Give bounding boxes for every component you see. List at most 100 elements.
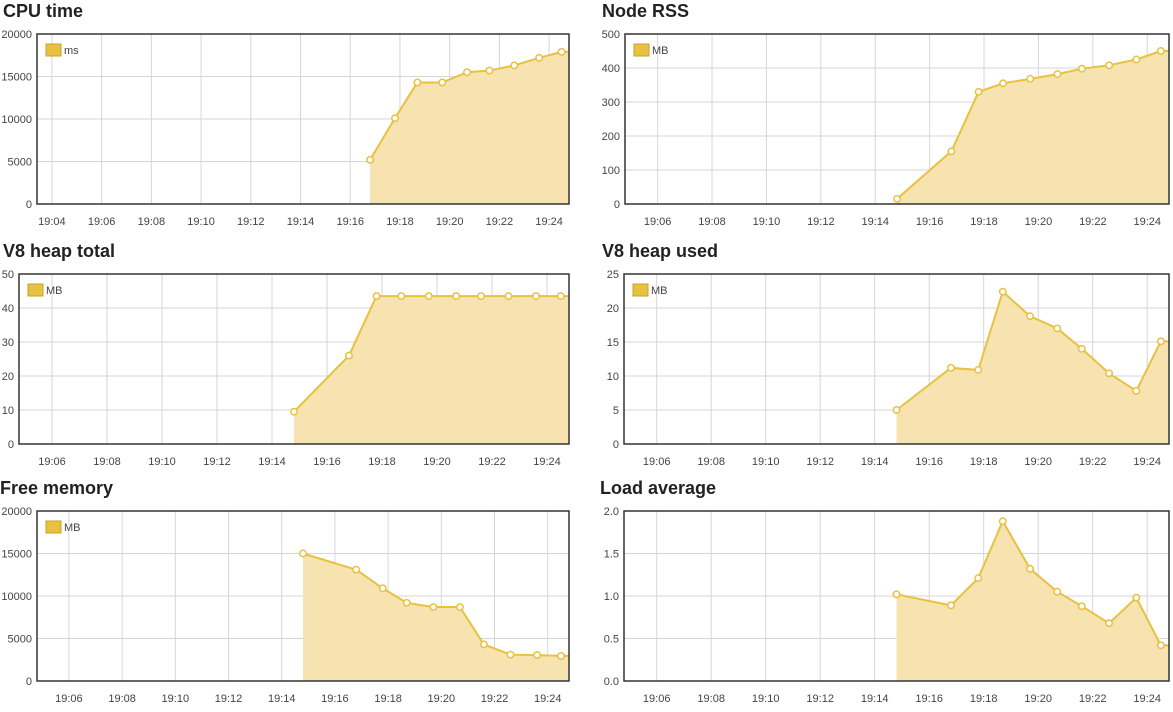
data-point (479, 640, 488, 649)
x-tick-label: 19:16 (336, 216, 364, 228)
plot-frame (623, 273, 1170, 445)
x-tick-label: 19:22 (478, 456, 506, 468)
legend-label: MB (46, 285, 63, 297)
y-tick-label: 2.0 (604, 506, 619, 518)
v8-heap-total-chart: 19:06 19:08 19:10 19:12 19:14 19:16 19:18 19:20… (2, 269, 570, 468)
load-average-panel: Load average 19:06 19:08 19:10 19:12 19:14 19… (600, 477, 1173, 712)
x-tick-label: 19:14 (258, 456, 286, 468)
x-tick-label: 19:16 (313, 456, 341, 468)
x-tick-label: 19:10 (752, 456, 780, 468)
y-tick-label: 10 (2, 405, 14, 417)
data-point (477, 292, 485, 301)
x-tick-label: 19:08 (108, 693, 136, 705)
data-point (1105, 61, 1114, 70)
x-tick-label: 19:16 (915, 693, 943, 705)
panel-title: Load average (600, 478, 717, 498)
y-tick-label: 20000 (1, 506, 32, 518)
y-tick-label: 1.5 (604, 549, 619, 561)
y-tick-label: 0.5 (604, 634, 619, 646)
y-tick-label: 5000 (8, 157, 32, 169)
legend-label: ms (64, 45, 79, 57)
data-point (372, 292, 381, 301)
x-tick-label: 19:06 (643, 456, 671, 468)
legend-swatch (632, 283, 649, 297)
data-point (535, 53, 544, 62)
x-tick-label: 19:12 (215, 693, 243, 705)
data-point (510, 61, 519, 70)
plot-frame (18, 273, 570, 445)
legend-swatch (27, 283, 44, 297)
data-point (1026, 312, 1034, 321)
y-tick-label: 1.0 (604, 591, 619, 603)
x-tick-label: 19:06 (88, 216, 116, 228)
data-point (532, 292, 540, 301)
data-point (974, 87, 983, 96)
x-tick-label: 19:22 (486, 216, 514, 228)
data-point (429, 603, 438, 612)
data-point (974, 574, 983, 583)
data-point (1105, 369, 1113, 378)
x-tick-label: 19:12 (237, 216, 265, 228)
y-tick-label: 0 (614, 199, 620, 211)
y-tick-label: 30 (2, 337, 14, 349)
x-tick-label: 19:24 (1133, 216, 1161, 228)
data-point (463, 68, 472, 77)
x-tick-label: 19:10 (162, 693, 190, 705)
data-point (557, 47, 566, 56)
data-point (1132, 593, 1141, 602)
x-tick-label: 19:16 (321, 693, 349, 705)
data-point (998, 287, 1007, 296)
data-point (892, 590, 901, 599)
panel-title: Node RSS (602, 1, 690, 21)
data-point (1156, 47, 1165, 55)
x-tick-label: 19:14 (861, 216, 889, 228)
y-tick-label: 15000 (1, 72, 32, 84)
x-tick-label: 19:22 (1079, 456, 1107, 468)
data-point (413, 78, 422, 87)
data-point (299, 549, 307, 558)
x-tick-label: 19:22 (1079, 693, 1107, 705)
data-point (556, 292, 565, 301)
x-tick-label: 19:12 (806, 456, 834, 468)
y-tick-label: 5 (613, 405, 619, 417)
x-tick-label: 19:24 (535, 216, 563, 228)
x-tick-label: 19:22 (481, 693, 509, 705)
data-point (1077, 344, 1086, 353)
data-point (378, 584, 387, 593)
data-point (1053, 324, 1062, 333)
panel-title: CPU time (3, 1, 84, 21)
data-point (345, 351, 353, 360)
y-tick-label: 40 (2, 303, 14, 315)
v8-heap-total-panel: V8 heap total 19:06 19:08 19:10 19:12 19:14 1… (0, 240, 586, 476)
data-point (1132, 55, 1141, 64)
x-tick-label: 19:18 (970, 693, 998, 705)
y-tick-label: 10000 (1, 591, 32, 603)
x-tick-label: 19:18 (368, 456, 396, 468)
data-point (455, 603, 464, 612)
y-tick-label: 20 (607, 303, 619, 315)
legend-label: MB (651, 285, 668, 297)
x-tick-label: 19:16 (916, 216, 944, 228)
panel-title: V8 heap total (3, 241, 116, 261)
data-point (892, 406, 901, 414)
y-tick-label: 50 (2, 269, 14, 281)
y-tick-label: 400 (602, 63, 620, 75)
x-tick-label: 19:12 (806, 693, 834, 705)
x-tick-label: 19:24 (533, 456, 561, 468)
data-point (557, 651, 565, 660)
x-tick-label: 19:08 (93, 456, 121, 468)
x-tick-label: 19:12 (203, 456, 231, 468)
data-point (1105, 619, 1113, 628)
y-tick-label: 10 (607, 371, 619, 383)
legend-label: MB (64, 522, 81, 534)
y-tick-label: 300 (602, 97, 620, 109)
legend-label: MB (652, 45, 669, 57)
y-tick-label: 20 (2, 371, 14, 383)
y-tick-label: 0 (26, 199, 32, 211)
x-tick-label: 19:10 (187, 216, 215, 228)
data-point (485, 66, 494, 75)
node-rss-panel: Node RSS 19:06 19:08 19:10 19:12 19:14 19:16 1… (600, 0, 1173, 236)
plot-frame (36, 510, 570, 682)
data-point (998, 517, 1007, 526)
panel-title: Free memory (0, 478, 114, 498)
